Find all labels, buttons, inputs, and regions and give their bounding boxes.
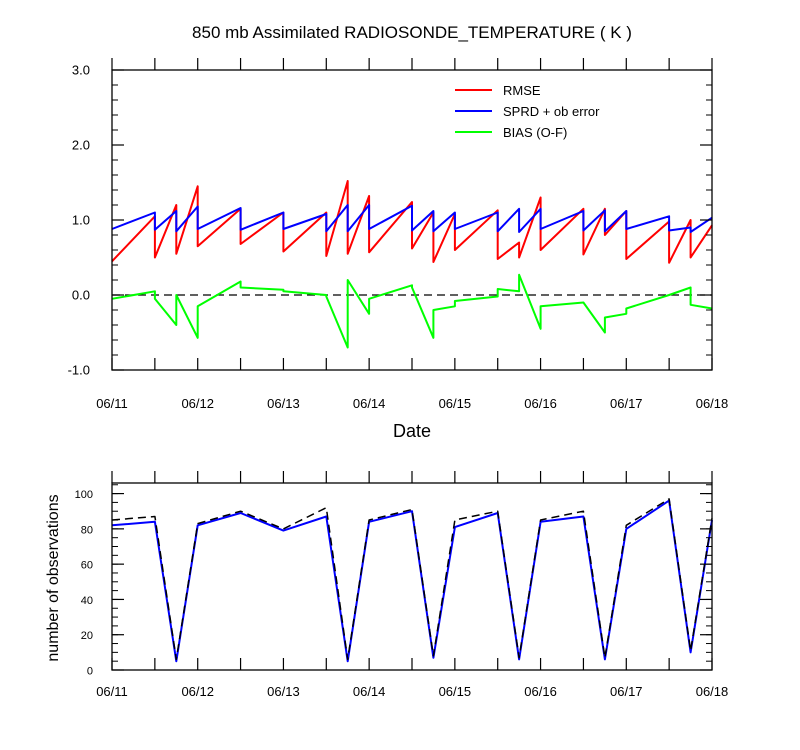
x-tick-label: 06/12 [181, 684, 214, 699]
x-tick-label: 06/11 [96, 396, 128, 411]
y-axis-title-observations: number of observations [45, 494, 62, 661]
legend-label-bias: BIAS (O-F) [503, 125, 567, 140]
x-tick-label: 06/18 [696, 396, 729, 411]
x-tick-label: 06/17 [610, 684, 643, 699]
x-tick-label: 06/17 [610, 396, 643, 411]
y-tick-label: 3.0 [72, 63, 90, 78]
y-tick-label: 100 [75, 489, 93, 501]
x-tick-label: 06/16 [524, 684, 557, 699]
x-axis-title: Date [393, 421, 431, 441]
series-line-rmse [111, 180, 713, 264]
x-tick-label: 06/14 [353, 396, 386, 411]
y-tick-label: 40 [81, 595, 93, 607]
x-tick-label: 06/15 [439, 684, 472, 699]
legend-label-rmse: RMSE [503, 83, 541, 98]
x-tick-label: 06/16 [524, 396, 557, 411]
x-tick-label: 06/15 [439, 396, 472, 411]
series-line-observations-solid [111, 499, 713, 663]
y-tick-label: 60 [81, 560, 93, 572]
series-line-bias [111, 273, 713, 349]
y-tick-label: -1.0 [68, 363, 90, 378]
y-tick-label: 0.0 [72, 288, 90, 303]
x-tick-label: 06/13 [267, 684, 300, 699]
legend-label-sprd: SPRD + ob error [503, 104, 600, 119]
y-tick-label: 1.0 [72, 213, 90, 228]
y-tick-label: 20 [81, 630, 93, 642]
x-tick-label: 06/12 [181, 396, 214, 411]
x-tick-label: 06/18 [696, 684, 729, 699]
x-tick-label: 06/14 [353, 684, 386, 699]
y-tick-label: 0 [87, 666, 93, 678]
series-line-observations-dashed [111, 498, 713, 661]
chart-title: 850 mb Assimilated RADIOSONDE_TEMPERATUR… [192, 23, 632, 42]
x-tick-label: 06/11 [96, 684, 128, 699]
x-tick-label: 06/13 [267, 396, 300, 411]
series-line-sprd [111, 204, 713, 233]
y-tick-label: 2.0 [72, 138, 90, 153]
y-tick-label: 80 [81, 524, 93, 536]
